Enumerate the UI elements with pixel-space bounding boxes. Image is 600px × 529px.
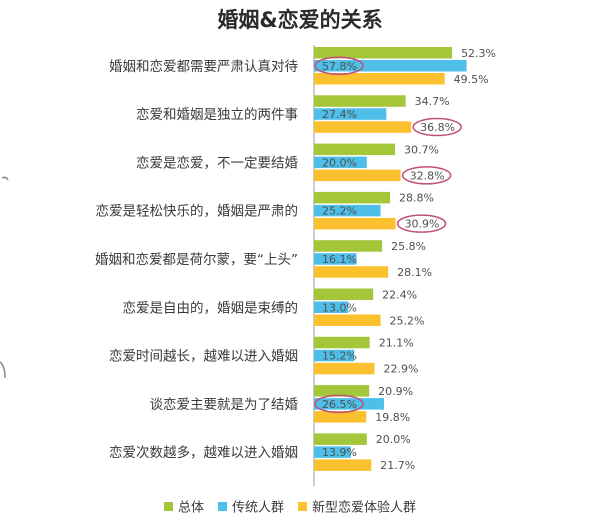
bar bbox=[314, 433, 367, 445]
bar bbox=[314, 156, 367, 169]
data-label: 52.3% bbox=[461, 47, 496, 60]
value-labels: 52.3% 57.8% 49.5% 34.7% 27.4% 36.8% 30.7% 20.0%… bbox=[322, 47, 496, 472]
highlight-ellipses bbox=[314, 56, 462, 414]
category-label: 恋爱次数越多，越难以进入婚姻 bbox=[109, 444, 298, 461]
highlight-ellipse bbox=[314, 56, 364, 75]
bars-group bbox=[314, 47, 467, 471]
legend-label: 传统人群 bbox=[232, 501, 284, 516]
data-label: 32.8% bbox=[410, 169, 445, 182]
legend-label: 总体 bbox=[178, 501, 204, 516]
bar bbox=[314, 446, 351, 458]
bar bbox=[314, 385, 370, 397]
legend-swatch bbox=[298, 502, 308, 511]
data-label: 21.7% bbox=[380, 459, 415, 472]
bar bbox=[314, 253, 357, 265]
bar bbox=[314, 95, 406, 107]
chart-title: 婚姻&恋爱的关系 bbox=[217, 8, 383, 32]
highlight-ellipse bbox=[412, 117, 462, 137]
category-label: 婚姻和恋爱都是荷尔蒙，要“上头” bbox=[95, 251, 298, 268]
category-label: 恋爱是轻松快乐的，婚姻是严肃的 bbox=[96, 203, 299, 220]
edge-decoration-bottom bbox=[0, 361, 6, 379]
category-label: 恋爱是自由的，婚姻是束缚的 bbox=[123, 299, 299, 316]
bar bbox=[314, 240, 383, 252]
bar bbox=[314, 459, 372, 471]
bar bbox=[314, 108, 387, 120]
data-label: 30.9% bbox=[405, 218, 440, 231]
data-label: 20.9% bbox=[378, 385, 413, 398]
data-label: 16.1% bbox=[322, 253, 357, 266]
data-label: 27.4% bbox=[322, 108, 357, 121]
data-label: 26.5% bbox=[322, 398, 357, 411]
data-label: 25.2% bbox=[390, 314, 425, 327]
legend-swatch bbox=[218, 502, 228, 511]
data-label: 15.2% bbox=[322, 350, 357, 363]
bar bbox=[314, 121, 412, 133]
highlight-ellipse bbox=[396, 214, 447, 233]
data-label: 28.8% bbox=[399, 192, 434, 205]
bar bbox=[314, 47, 453, 59]
bar bbox=[314, 301, 349, 313]
bar bbox=[314, 143, 396, 156]
bar bbox=[314, 217, 396, 230]
bar bbox=[314, 169, 401, 182]
data-label: 21.1% bbox=[379, 337, 414, 350]
category-label: 婚姻和恋爱都需要严肃认真对待 bbox=[109, 58, 298, 75]
edge-decoration-top bbox=[1, 176, 9, 181]
bar bbox=[314, 60, 467, 72]
category-label: 恋爱时间越长，越难以进入婚姻 bbox=[109, 348, 298, 365]
data-label: 13.0% bbox=[322, 301, 357, 314]
data-label: 25.8% bbox=[391, 240, 426, 253]
data-label: 49.5% bbox=[454, 73, 489, 86]
data-label: 20.0% bbox=[322, 156, 357, 169]
data-label: 22.4% bbox=[382, 288, 417, 301]
data-label: 25.2% bbox=[322, 205, 357, 218]
bar bbox=[314, 191, 391, 204]
data-label: 28.1% bbox=[397, 266, 432, 279]
highlight-ellipse bbox=[314, 394, 364, 414]
highlight-ellipse bbox=[401, 166, 452, 185]
data-label: 34.7% bbox=[415, 95, 450, 108]
bar bbox=[314, 398, 384, 410]
bar bbox=[314, 349, 355, 362]
data-label: 30.7% bbox=[404, 143, 439, 156]
bar bbox=[314, 336, 370, 349]
bar bbox=[314, 73, 445, 85]
legend-label: 新型恋爱体验人群 bbox=[312, 500, 416, 516]
data-label: 57.8% bbox=[322, 60, 357, 73]
category-labels: 婚姻和恋爱都需要严肃认真对待恋爱和婚姻是独立的两件事恋爱是恋爱，不一定要结婚恋爱… bbox=[95, 58, 298, 461]
bar bbox=[314, 411, 367, 423]
category-label: 恋爱是恋爱，不一定要结婚 bbox=[136, 154, 298, 171]
legend: 总体 传统人群 新型恋爱体验人群 bbox=[164, 500, 416, 516]
data-label: 36.8% bbox=[420, 121, 455, 134]
bar bbox=[314, 204, 381, 217]
category-label: 谈恋爱主要就是为了结婚 bbox=[150, 396, 299, 413]
data-label: 20.0% bbox=[376, 433, 411, 446]
data-label: 13.9% bbox=[322, 446, 357, 459]
bar bbox=[314, 362, 375, 375]
legend-swatch bbox=[164, 502, 173, 511]
category-label: 恋爱和婚姻是独立的两件事 bbox=[136, 106, 298, 123]
data-label: 19.8% bbox=[375, 411, 410, 424]
bar bbox=[314, 314, 381, 326]
data-label: 22.9% bbox=[383, 363, 418, 376]
bar bbox=[314, 288, 374, 300]
bar bbox=[314, 266, 389, 278]
